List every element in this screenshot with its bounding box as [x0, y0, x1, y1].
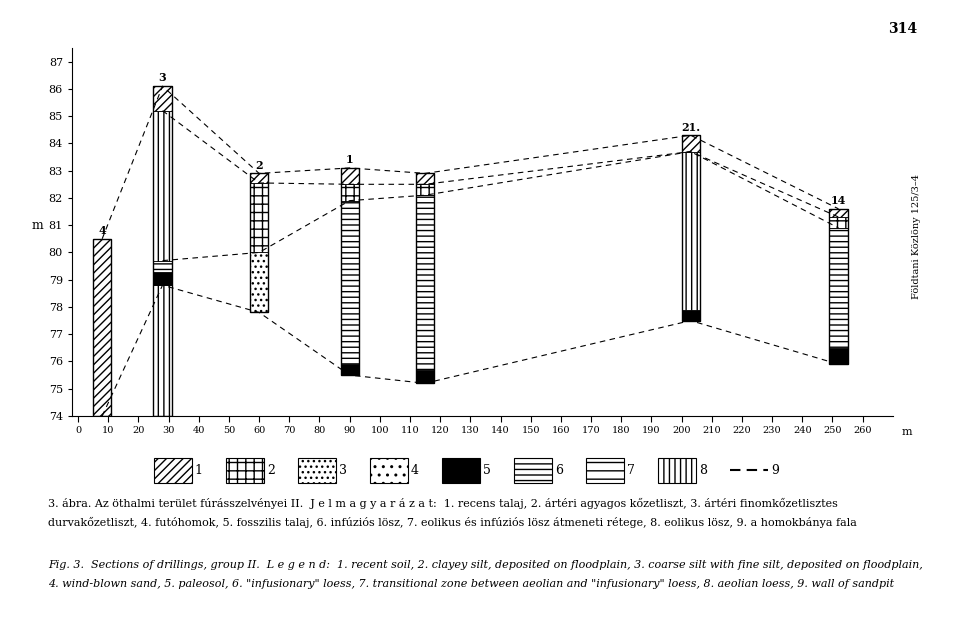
- Bar: [416, 195, 434, 370]
- Text: 4. wind-blown sand, 5. paleosol, 6. "infusionary" loess, 7. transitional zone be: 4. wind-blown sand, 5. paleosol, 6. "inf…: [48, 579, 894, 589]
- Bar: [682, 152, 700, 310]
- Text: 7: 7: [627, 464, 635, 477]
- Text: 3: 3: [339, 464, 347, 477]
- Bar: [250, 173, 268, 183]
- Bar: [93, 239, 111, 416]
- Text: Földtani Közlöny 125/3–4: Földtani Közlöny 125/3–4: [912, 174, 922, 300]
- Bar: [829, 348, 848, 364]
- Bar: [341, 364, 359, 375]
- Text: 14: 14: [830, 195, 846, 206]
- Text: 3: 3: [158, 72, 166, 83]
- Bar: [341, 201, 359, 364]
- Bar: [341, 184, 359, 201]
- Bar: [416, 184, 434, 195]
- Bar: [154, 111, 172, 260]
- Bar: [416, 370, 434, 383]
- Text: 1: 1: [195, 464, 203, 477]
- Text: 3. ábra. Az öthalmi terület fúrásszelvényei II.  J e l m a g y a r á z a t:  1. : 3. ábra. Az öthalmi terület fúrásszelvén…: [48, 498, 838, 509]
- Text: 4: 4: [411, 464, 419, 477]
- Text: m: m: [901, 428, 912, 438]
- Bar: [829, 209, 848, 364]
- Bar: [154, 271, 172, 285]
- Bar: [416, 173, 434, 184]
- Bar: [154, 260, 172, 271]
- Bar: [250, 173, 268, 312]
- Text: 2: 2: [267, 464, 275, 477]
- Bar: [829, 209, 848, 217]
- Bar: [829, 228, 848, 348]
- Text: 2: 2: [255, 159, 263, 171]
- Bar: [829, 217, 848, 228]
- Text: 5: 5: [483, 464, 491, 477]
- Text: 8: 8: [699, 464, 707, 477]
- Text: 6: 6: [555, 464, 563, 477]
- Bar: [93, 239, 111, 416]
- Y-axis label: m: m: [32, 219, 43, 232]
- Bar: [682, 135, 700, 321]
- Bar: [154, 86, 172, 111]
- Text: 4: 4: [98, 225, 106, 236]
- Bar: [154, 285, 172, 416]
- Bar: [250, 183, 268, 252]
- Text: 9: 9: [771, 464, 779, 477]
- Text: 1: 1: [346, 154, 353, 165]
- Bar: [341, 168, 359, 184]
- Text: 21.: 21.: [681, 122, 700, 132]
- Text: Fig. 3.  Sections of drillings, group II.  L e g e n d:  1. recent soil, 2. clay: Fig. 3. Sections of drillings, group II.…: [48, 559, 923, 570]
- Text: 314: 314: [888, 22, 917, 36]
- Text: durvakőzetliszt, 4. futóhomok, 5. fosszilis talaj, 6. infúziós lösz, 7. eolikus : durvakőzetliszt, 4. futóhomok, 5. fosszi…: [48, 517, 857, 528]
- Bar: [682, 310, 700, 321]
- Bar: [250, 252, 268, 312]
- Bar: [682, 135, 700, 152]
- Bar: [416, 173, 434, 383]
- Bar: [154, 86, 172, 416]
- Bar: [341, 168, 359, 375]
